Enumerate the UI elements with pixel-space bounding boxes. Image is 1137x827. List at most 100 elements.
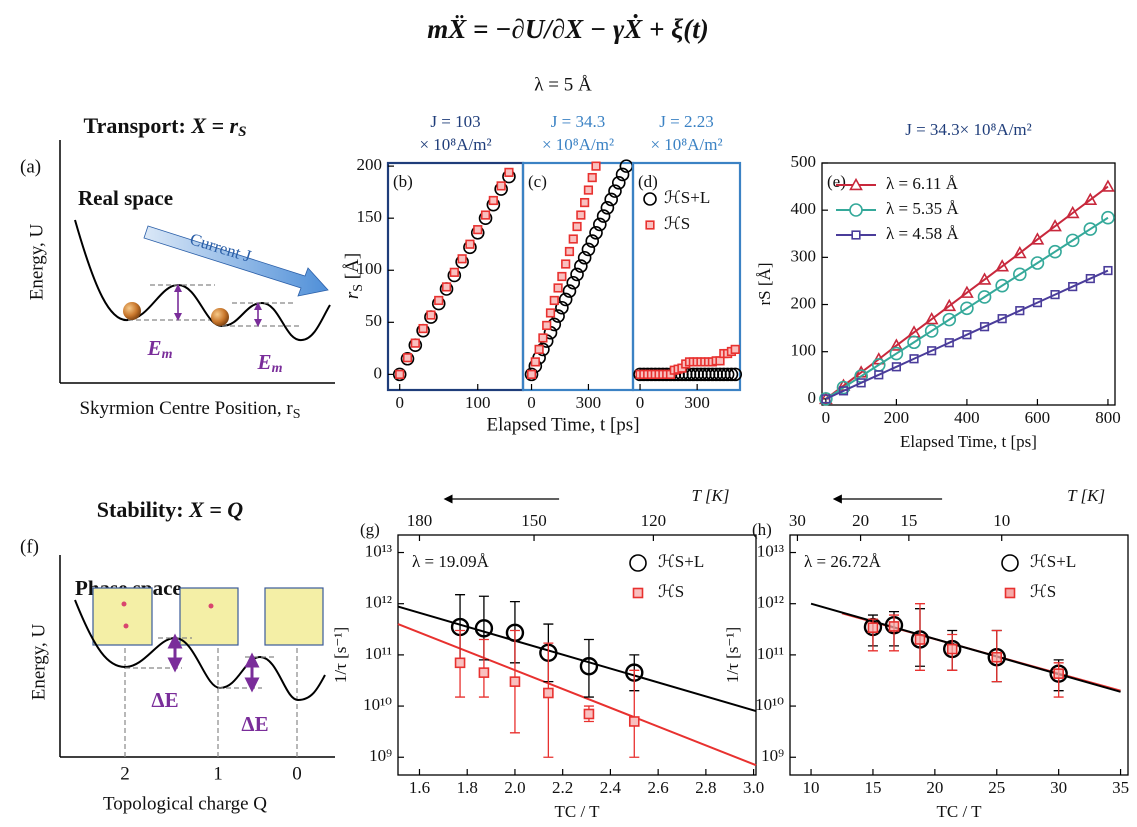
marker [1083, 192, 1098, 205]
y-tick-label: 200 [791, 293, 817, 312]
fit-line [397, 623, 757, 767]
y-tick-label: 0 [808, 388, 817, 407]
legend-label: λ = 6.11 Å [886, 174, 959, 193]
marker [1048, 219, 1062, 232]
y-tick-label: 10¹² [757, 593, 784, 612]
marker [580, 197, 590, 208]
x-tick-label: 400 [954, 408, 980, 427]
barrier-label: ΔE [151, 688, 178, 712]
marker [549, 295, 559, 306]
marker [924, 324, 939, 338]
marker [593, 217, 607, 232]
marker [579, 657, 599, 676]
marker [608, 184, 622, 198]
error-bar [543, 642, 554, 758]
legend-label: ℋS [1030, 582, 1056, 601]
marker [509, 676, 521, 687]
barrier-label: Em [147, 336, 173, 362]
x2-tick-label: 150 [521, 511, 547, 530]
skyrmion-ball [211, 308, 229, 326]
marker [977, 290, 992, 304]
y-tick-label: 10¹³ [757, 541, 784, 560]
marker [587, 172, 597, 183]
marker [889, 338, 904, 351]
series-line [825, 216, 1109, 400]
heading: Stability: X = Q [97, 497, 244, 522]
marker [979, 322, 990, 332]
snapshots [92, 587, 324, 646]
marker [891, 362, 901, 372]
y-tick-label: 10⁹ [369, 746, 392, 765]
plot-frame [397, 534, 757, 776]
marker [730, 344, 740, 354]
marker [995, 259, 1010, 272]
marker [545, 308, 556, 318]
x-tick-label: 0 [822, 408, 831, 427]
marker [1068, 281, 1078, 292]
marker [589, 225, 603, 240]
marker [1103, 265, 1113, 276]
equation: mẌ = −∂U/∂X − γẊ + ξ(t) [427, 14, 709, 44]
marker [821, 394, 831, 404]
chart-subtitle: × 10⁸A/m² [650, 135, 722, 154]
fit-line [397, 605, 757, 712]
x-tick-label: 30 [1050, 778, 1067, 797]
y-tick-label: 400 [791, 199, 817, 218]
marker [1083, 222, 1098, 236]
x2-tick-label: 180 [407, 511, 433, 530]
marker [977, 272, 992, 285]
marker [534, 344, 544, 354]
marker [960, 301, 974, 316]
error-bar [889, 614, 899, 652]
marker [557, 271, 567, 282]
plot-frame [631, 161, 742, 392]
x-tick-label: 1.8 [457, 778, 478, 797]
marker [643, 192, 657, 206]
marker [997, 314, 1007, 324]
marker [449, 267, 459, 277]
marker [400, 351, 415, 366]
y-tick-label: 300 [791, 246, 817, 265]
marker [1050, 290, 1060, 300]
legend-label: ℋS [658, 582, 684, 601]
y-tick-label: 10⁹ [761, 746, 784, 765]
marker [946, 643, 958, 655]
panel-label: (d) [638, 172, 658, 191]
marker [1101, 179, 1115, 192]
marker [538, 333, 548, 343]
marker [962, 330, 972, 340]
marker [1030, 232, 1045, 245]
x-tick-label: 2.2 [552, 778, 573, 797]
marker [576, 210, 586, 220]
x-tick-label: 3.0 [743, 778, 764, 797]
marker [1065, 205, 1080, 219]
x-tick-label: 2.4 [600, 778, 622, 797]
y-tick-label: 500 [791, 152, 817, 171]
x-tick-label: 1.6 [409, 778, 430, 797]
x-tick-label: 0 [636, 393, 645, 412]
series-line [825, 269, 1109, 400]
barrier-label: ΔE [241, 712, 268, 736]
marker [488, 195, 498, 206]
panel-a: Transport: X = rS (a) Real space Energy,… [20, 113, 335, 422]
marker [1013, 267, 1027, 282]
y-tick-label: 10¹⁰ [363, 695, 392, 714]
panel-label: (g) [360, 520, 380, 539]
marker [474, 619, 494, 638]
marker [942, 312, 957, 327]
marker [907, 335, 921, 350]
panel-label: (c) [528, 172, 547, 191]
panel-label: (e) [827, 172, 846, 191]
marker [632, 587, 644, 599]
barrier-label: Em [257, 350, 283, 376]
marker [1053, 668, 1064, 679]
y-axis-label: rS [Å] [755, 263, 774, 306]
marker [392, 367, 407, 382]
annotation: λ = 19.09Å [412, 552, 490, 571]
marker [543, 687, 554, 699]
chart-title: J = 34.3 [551, 112, 605, 131]
marker [645, 220, 655, 230]
marker [838, 386, 849, 396]
marker [1048, 244, 1062, 259]
